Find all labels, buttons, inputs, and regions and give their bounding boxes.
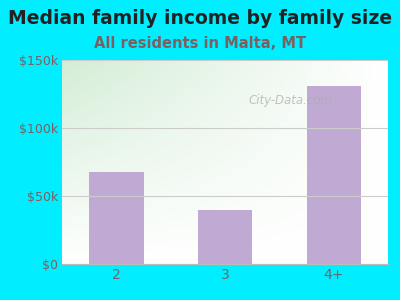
Text: City-Data.com: City-Data.com	[248, 94, 332, 107]
Text: All residents in Malta, MT: All residents in Malta, MT	[94, 36, 306, 51]
Text: Median family income by family size: Median family income by family size	[8, 9, 392, 28]
Bar	[198, 210, 252, 264]
Bar	[306, 86, 361, 264]
Bar	[89, 172, 144, 264]
